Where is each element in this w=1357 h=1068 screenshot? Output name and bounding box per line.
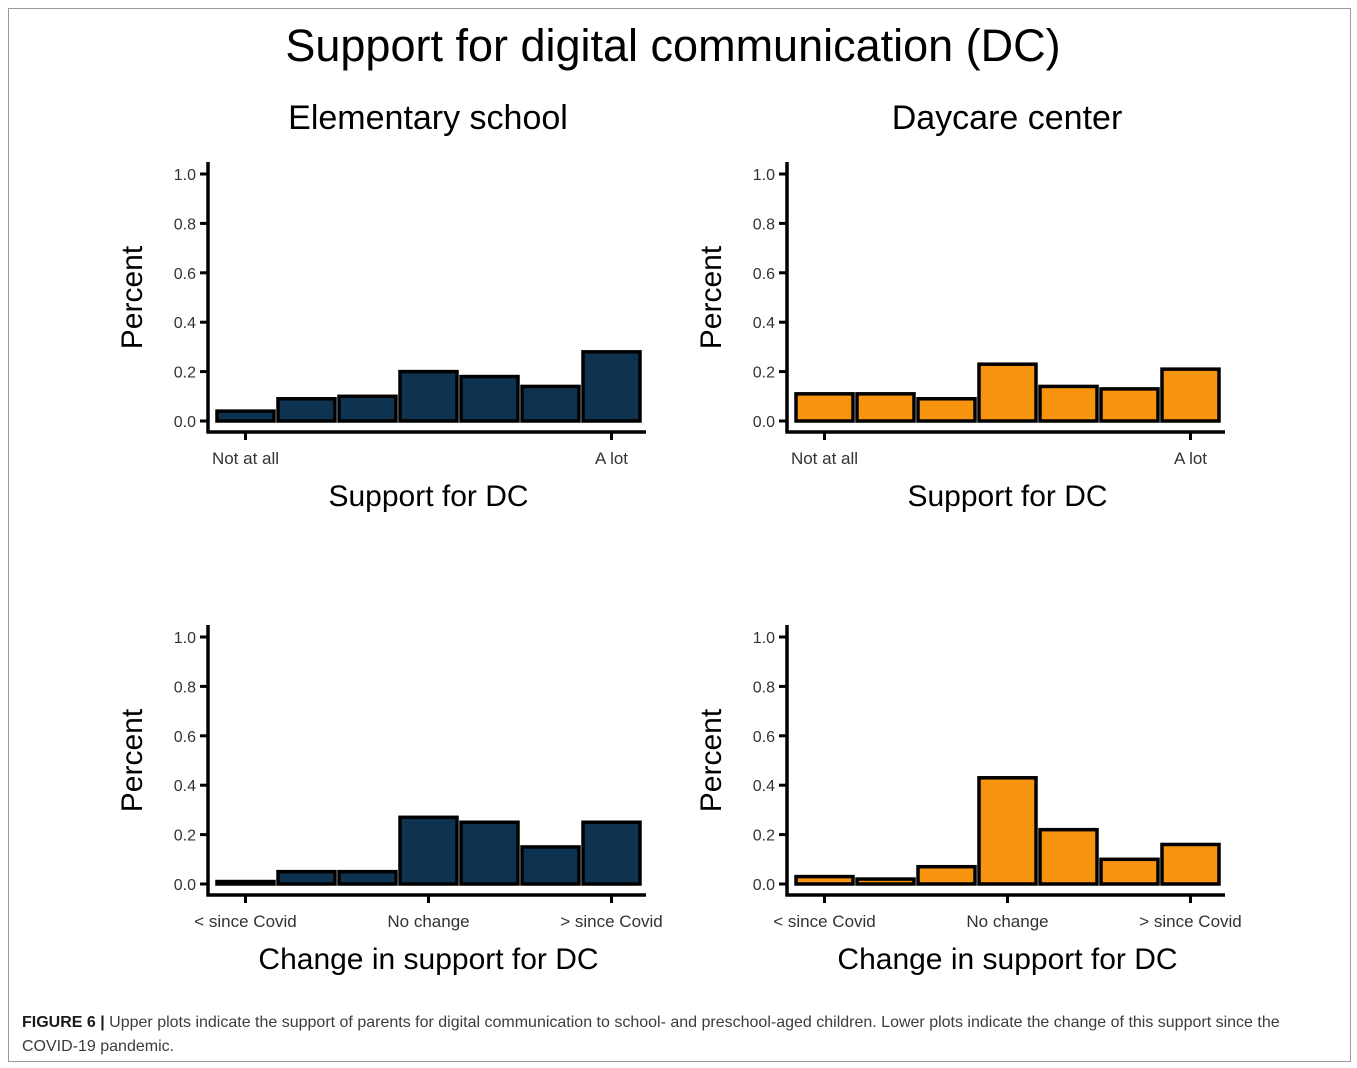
- figure-svg: Support for digital communication (DC) E…: [116, 20, 1242, 976]
- bar: [794, 874, 855, 886]
- y-axis-label: Percent: [116, 708, 149, 812]
- y-tick-label: 0.2: [174, 365, 196, 382]
- bar: [459, 374, 520, 423]
- bar: [581, 350, 642, 423]
- x-axis-label: Support for DC: [328, 480, 528, 513]
- y-tick-label: 0.2: [753, 828, 775, 845]
- x-axis-label: Change in support for DC: [837, 943, 1177, 976]
- caption-text: Upper plots indicate the support of pare…: [22, 1014, 1280, 1055]
- bar: [855, 392, 916, 423]
- column-title-elementary: Elementary school: [288, 99, 568, 137]
- y-axis-label: Percent: [116, 245, 149, 349]
- y-tick-label: 0.8: [753, 679, 775, 696]
- x-tick-label: < since Covid: [194, 912, 297, 931]
- y-tick-label: 0.4: [753, 778, 775, 795]
- figure-frame: [8, 8, 1351, 1062]
- y-tick-label: 1.0: [174, 630, 196, 647]
- y-tick-label: 0.2: [753, 365, 775, 382]
- bar: [1160, 367, 1221, 423]
- bar: [215, 409, 276, 423]
- y-tick-label: 1.0: [753, 630, 775, 647]
- bar: [520, 384, 581, 423]
- y-tick-label: 0.4: [174, 315, 196, 332]
- x-axis-label: Support for DC: [907, 480, 1107, 513]
- y-tick-label: 0.6: [174, 729, 196, 746]
- y-tick-label: 0.4: [753, 315, 775, 332]
- y-axis-label: Percent: [695, 245, 728, 349]
- x-tick-label: No change: [966, 912, 1048, 931]
- bar: [977, 362, 1038, 423]
- figure-title: Support for digital communication (DC): [285, 20, 1060, 71]
- x-tick-label: A lot: [1174, 449, 1207, 468]
- y-tick-label: 0.6: [753, 266, 775, 283]
- y-tick-label: 0.0: [174, 877, 196, 894]
- bar: [916, 397, 977, 423]
- y-axis-label: Percent: [695, 708, 728, 812]
- bar: [1160, 842, 1221, 886]
- x-tick-label: < since Covid: [773, 912, 876, 931]
- bar: [1038, 827, 1099, 886]
- bar: [794, 392, 855, 423]
- bar: [520, 845, 581, 886]
- y-tick-label: 0.0: [174, 414, 196, 431]
- chart-panel-2: 0.0 0.2 0.4 0.6 0.8 1.0 Not at all A lot Support…: [695, 162, 1225, 513]
- y-tick-label: 0.8: [174, 679, 196, 696]
- bar: [1099, 387, 1160, 423]
- y-tick-label: 0.8: [174, 216, 196, 233]
- bar: [215, 879, 276, 886]
- x-tick-label: Not at all: [212, 449, 279, 468]
- x-tick-label: > since Covid: [1139, 912, 1242, 931]
- bar: [459, 820, 520, 886]
- bar: [977, 776, 1038, 886]
- y-tick-label: 0.0: [753, 414, 775, 431]
- x-axis-label: Change in support for DC: [258, 943, 598, 976]
- y-tick-label: 0.8: [753, 216, 775, 233]
- caption-label: FIGURE 6 |: [22, 1014, 105, 1031]
- x-tick-label: No change: [387, 912, 469, 931]
- column-title-daycare: Daycare center: [892, 99, 1123, 137]
- y-tick-label: 0.0: [753, 877, 775, 894]
- chart-panel-4: 0.0 0.2 0.4 0.6 0.8 1.0 < since Covid No change…: [695, 625, 1242, 976]
- bar: [337, 394, 398, 423]
- x-tick-label: Not at all: [791, 449, 858, 468]
- bar: [1038, 384, 1099, 423]
- chart-panel-3: 0.0 0.2 0.4 0.6 0.8 1.0 < since Covid No change…: [116, 625, 663, 976]
- x-tick-label: A lot: [595, 449, 628, 468]
- figure-caption: FIGURE 6 | Upper plots indicate the supp…: [22, 1011, 1332, 1059]
- x-tick-label: > since Covid: [560, 912, 663, 931]
- bar: [337, 869, 398, 886]
- chart-panel-1: 0.0 0.2 0.4 0.6 0.8 1.0 Not at all A lot Support…: [116, 162, 646, 513]
- y-tick-label: 1.0: [174, 167, 196, 184]
- bar: [581, 820, 642, 886]
- bar: [1099, 857, 1160, 886]
- bar: [916, 864, 977, 886]
- bar: [398, 815, 459, 886]
- chart-panels: 0.0 0.2 0.4 0.6 0.8 1.0 Not at all A lot Support…: [116, 162, 1242, 976]
- bar: [855, 877, 916, 886]
- bar: [276, 397, 337, 423]
- bar: [276, 869, 337, 886]
- y-tick-label: 1.0: [753, 167, 775, 184]
- bar: [398, 369, 459, 423]
- y-tick-label: 0.2: [174, 828, 196, 845]
- y-tick-label: 0.6: [174, 266, 196, 283]
- y-tick-label: 0.4: [174, 778, 196, 795]
- y-tick-label: 0.6: [753, 729, 775, 746]
